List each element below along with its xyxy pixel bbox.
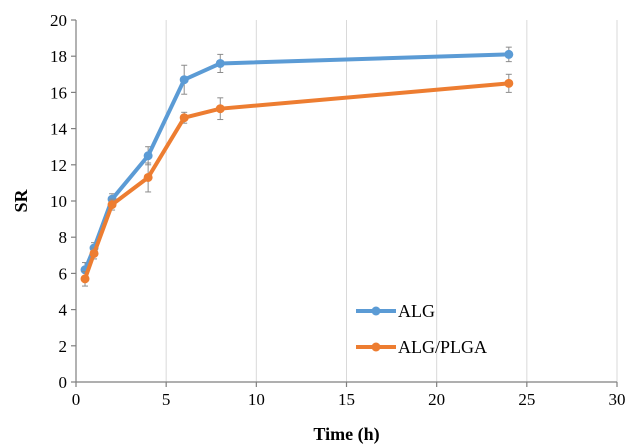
data-point	[215, 104, 225, 114]
data-point	[504, 78, 514, 88]
data-point	[143, 151, 153, 161]
y-tick-label: 10	[50, 192, 67, 211]
data-point	[80, 274, 90, 284]
x-tick-label: 0	[72, 390, 81, 409]
series-alg-plga	[80, 73, 514, 287]
y-tick-label: 4	[59, 301, 68, 320]
y-tick-label: 18	[50, 47, 67, 66]
series-alg	[80, 46, 514, 278]
data-point	[179, 113, 189, 123]
legend: ALG ALG/PLGA	[356, 301, 487, 357]
y-tick-label: 20	[50, 11, 67, 30]
y-tick-label: 6	[59, 264, 68, 283]
y-tick-label: 0	[59, 373, 68, 392]
data-point	[89, 248, 99, 258]
legend-label: ALG/PLGA	[398, 337, 487, 357]
x-axis-title: Time (h)	[313, 424, 379, 445]
y-tick-label: 14	[50, 120, 68, 139]
y-tick-label: 16	[50, 83, 67, 102]
x-tick-label: 30	[609, 390, 626, 409]
y-tick-label: 2	[59, 337, 68, 356]
data-point	[107, 200, 117, 210]
legend-label: ALG	[398, 301, 435, 321]
x-tick-label: 20	[428, 390, 445, 409]
data-point	[179, 75, 189, 85]
tick-labels: 0 2 4 6 8 10 12 14 16 18 20 0 5 10 15 20 25 30	[50, 11, 626, 409]
x-tick-label: 5	[162, 390, 171, 409]
axes	[71, 19, 618, 387]
x-tick-label: 25	[518, 390, 535, 409]
x-tick-label: 10	[248, 390, 265, 409]
grid-lines	[165, 20, 618, 382]
y-axis-title: SR	[11, 188, 31, 212]
y-tick-label: 8	[59, 228, 68, 247]
series-layer	[80, 46, 514, 287]
data-point	[504, 49, 514, 59]
data-point	[215, 58, 225, 68]
data-point	[143, 172, 153, 182]
legend-swatch-marker	[371, 342, 381, 352]
legend-swatch-marker	[371, 306, 381, 316]
x-tick-label: 15	[338, 390, 355, 409]
y-tick-label: 12	[50, 156, 67, 175]
